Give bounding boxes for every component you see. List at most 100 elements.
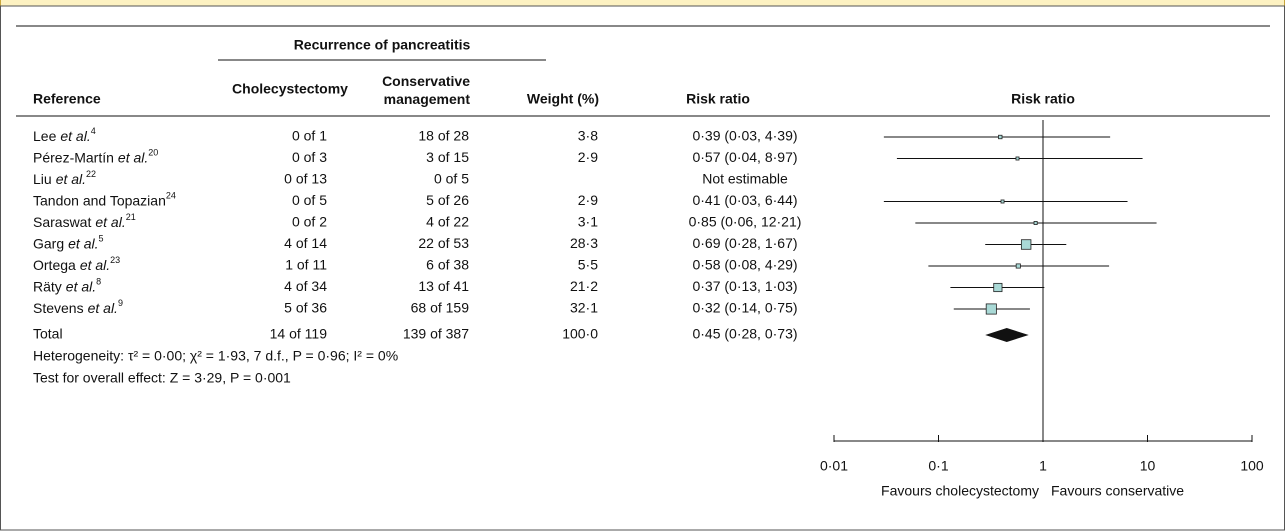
effect-square [1000,199,1005,204]
author: Liu [33,171,52,187]
effect-square [1015,156,1020,161]
control-events: 68 of 159 [411,300,470,316]
treatment-events: 4 of 14 [284,235,327,251]
et-al: et al. [56,171,86,187]
ref-sup: 8 [96,277,101,287]
ref-sup: 20 [148,148,158,158]
control-events: 0 of 5 [434,171,469,187]
reference: Pérez-Martín et al.20 [33,148,158,165]
treatment-events: 0 of 13 [284,171,327,187]
author: Stevens [33,300,84,316]
ref-sup: 23 [110,255,120,265]
col-header: Risk ratio [686,91,750,107]
top-banner [0,0,1285,7]
x-tick-label: 1 [1039,458,1047,474]
control-events: 22 of 53 [418,235,469,251]
reference: Liu et al.22 [33,169,96,186]
reference: Räty et al.8 [33,277,101,294]
x-tick-label: 0·1 [928,458,948,474]
et-al: et al. [60,128,90,144]
col-header: Reference [33,91,101,107]
reference: Tandon and Topazian24 [33,191,176,208]
favours-left: Favours cholecystectomy [881,483,1039,499]
col-header: Weight (%) [527,91,599,107]
treatment-events: 0 of 2 [292,214,327,230]
heterogeneity: Heterogeneity: τ² = 0·00; χ² = 1·93, 7 d… [33,348,398,364]
et-al: et al. [88,300,118,316]
risk-ratio: 0·32 (0·14, 0·75) [692,300,797,316]
risk-ratio: 0·69 (0·28, 1·67) [692,235,797,251]
treatment-events: 14 of 119 [270,326,328,342]
et-al: et al. [68,235,98,251]
effect-square [1020,239,1032,250]
ref-sup: 5 [98,234,103,244]
risk-ratio: 0·39 (0·03, 4·39) [692,128,797,144]
treatment-events: 0 of 3 [292,149,327,165]
risk-ratio: 0·57 (0·04, 8·97) [692,149,797,165]
risk-ratio: 0·41 (0·03, 6·44) [692,192,797,208]
author: Tandon and Topazian [33,192,166,208]
x-tick-label: 100 [1240,458,1264,474]
weight: 3·8 [578,128,598,144]
author: Ortega [33,257,76,273]
group-header: Recurrence of pancreatitis [294,37,471,53]
weight: 21·2 [570,278,598,294]
total-label: Total [33,326,63,342]
treatment-events: 1 of 11 [285,257,327,273]
control-events: 139 of 387 [403,326,469,342]
reference: Saraswat et al.21 [33,212,136,229]
col-header: Risk ratio [1011,91,1075,107]
col-header: Cholecystectomy [232,81,348,97]
treatment-events: 5 of 36 [284,300,327,316]
weight: 3·1 [578,214,598,230]
reference: Ortega et al.23 [33,255,120,272]
weight: 28·3 [570,235,598,251]
et-al: et al. [95,214,125,230]
effect-square [998,134,1003,140]
control-events: 3 of 15 [426,149,469,165]
weight: 100·0 [562,326,598,342]
col-header: Conservative management [382,73,470,107]
et-al: et al. [66,278,96,294]
author: Saraswat [33,214,91,230]
et-al: et al. [118,149,148,165]
control-events: 18 of 28 [418,128,469,144]
ref-sup: 4 [91,126,96,136]
control-events: 4 of 22 [426,214,469,230]
treatment-events: 0 of 1 [292,128,327,144]
effect-square [1033,221,1038,225]
control-events: 13 of 41 [418,278,469,294]
author: Lee [33,128,57,144]
weight: 32·1 [570,300,598,316]
risk-ratio: 0·58 (0·08, 4·29) [692,257,797,273]
favours-right: Favours conservative [1051,483,1184,499]
control-events: 5 of 26 [426,192,469,208]
effect-square [1015,263,1021,269]
control-events: 6 of 38 [426,257,469,273]
risk-ratio: 0·37 (0·13, 1·03) [692,278,797,294]
author: Garg [33,235,64,251]
effect-square [985,303,997,315]
ref-sup: 24 [166,191,176,201]
weight: 2·9 [578,149,598,165]
risk-ratio: 0·85 (0·06, 12·21) [689,214,802,230]
x-tick-label: 10 [1140,458,1156,474]
treatment-events: 4 of 34 [284,278,327,294]
effect-square [993,282,1003,293]
reference: Garg et al.5 [33,234,104,251]
overall-effect: Test for overall effect: Z = 3·29, P = 0… [33,370,291,386]
weight: 2·9 [578,192,598,208]
risk-ratio: Not estimable [702,171,788,187]
ref-sup: 9 [118,298,123,308]
ref-sup: 22 [86,169,96,179]
reference: Stevens et al.9 [33,298,123,315]
treatment-events: 0 of 5 [292,192,327,208]
frame [0,5,1285,531]
summary-diamond [985,328,1029,342]
x-tick-label: 0·01 [820,458,848,474]
et-al: et al. [80,257,110,273]
ref-sup: 21 [126,212,136,222]
author: Räty [33,278,62,294]
author: Pérez-Martín [33,149,114,165]
